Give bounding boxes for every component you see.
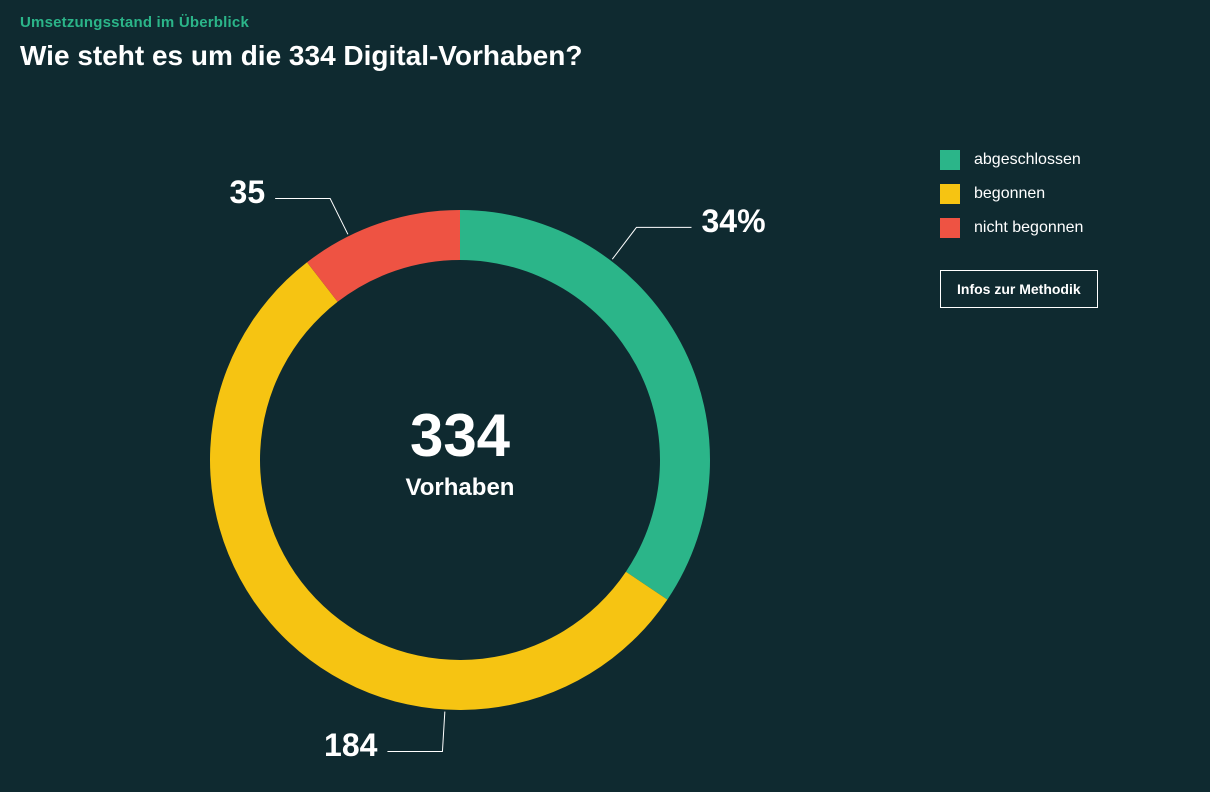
leader-line — [612, 227, 691, 259]
segment-callout-abgeschlossen: 34% — [701, 203, 765, 240]
donut-chart — [0, 0, 1210, 792]
method-info-button[interactable]: Infos zur Methodik — [940, 270, 1098, 308]
legend-swatch-icon — [940, 218, 960, 238]
segment-callout-nicht_begonnen: 35 — [230, 174, 266, 211]
legend-item: nicht begonnen — [940, 218, 1150, 238]
legend-item: begonnen — [940, 184, 1150, 204]
eyebrow: Umsetzungsstand im Überblick — [20, 14, 249, 31]
legend-label: nicht begonnen — [974, 219, 1083, 237]
legend-label: abgeschlossen — [974, 151, 1081, 169]
legend-swatch-icon — [940, 150, 960, 170]
legend-swatch-icon — [940, 184, 960, 204]
donut-center-label: Vorhaben — [406, 474, 515, 502]
donut-center-value: 334 — [410, 401, 510, 470]
leader-line — [275, 198, 348, 234]
legend: abgeschlossen begonnen nicht begonnen In… — [940, 150, 1150, 308]
segment-callout-begonnen: 184 — [324, 727, 377, 764]
legend-label: begonnen — [974, 185, 1045, 203]
donut-segment-nicht_begonnen[interactable] — [307, 210, 460, 302]
page-title: Wie steht es um die 334 Digital-Vorhaben… — [20, 40, 582, 72]
leader-line — [387, 712, 444, 752]
legend-item: abgeschlossen — [940, 150, 1150, 170]
